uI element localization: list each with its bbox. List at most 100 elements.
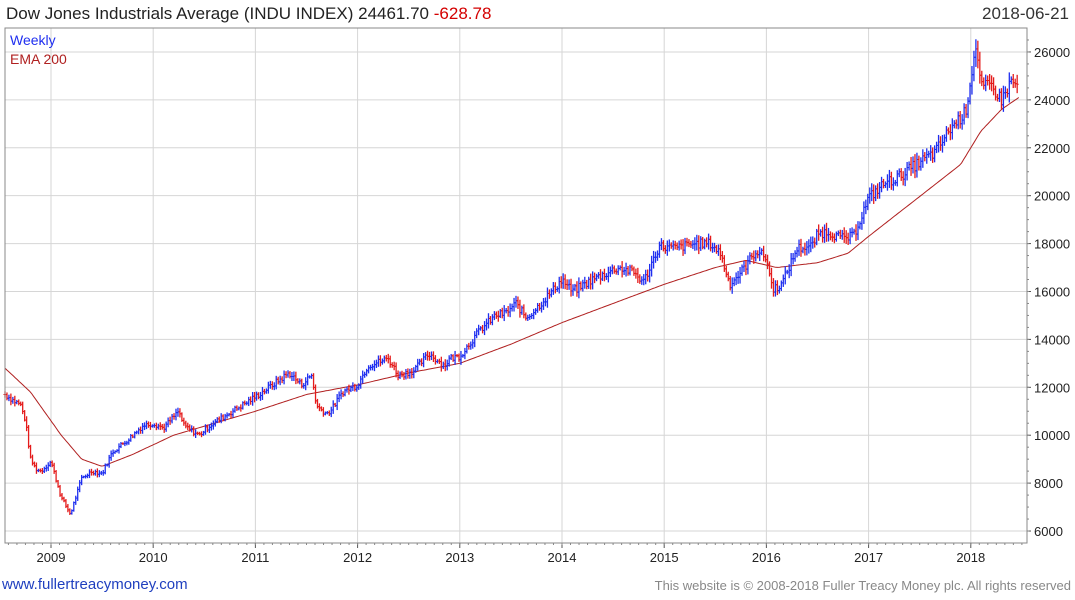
weekly-bar (976, 40, 980, 69)
y-tick-label: 14000 (1034, 332, 1070, 347)
weekly-bar (15, 399, 19, 405)
weekly-bar (954, 119, 958, 129)
chart-title: Dow Jones Industrials Average (INDU INDE… (6, 4, 491, 24)
weekly-bar (858, 221, 862, 230)
weekly-bar (632, 266, 636, 276)
weekly-bar (754, 250, 758, 262)
weekly-bar (689, 240, 693, 248)
weekly-bar (107, 454, 111, 468)
weekly-bar (891, 177, 895, 191)
weekly-bar (695, 234, 699, 251)
weekly-bar (783, 266, 787, 285)
ohlc-bar-layer (3, 39, 1019, 515)
website-link[interactable]: www.fullertreacymoney.com (2, 576, 188, 593)
y-tick-label: 8000 (1034, 476, 1063, 491)
weekly-bar (469, 341, 473, 350)
weekly-bar (946, 127, 950, 135)
weekly-bar (697, 235, 701, 255)
weekly-bar (677, 240, 681, 251)
weekly-bar (956, 111, 960, 130)
weekly-bar (872, 184, 876, 204)
weekly-bar (294, 371, 298, 385)
weekly-bar (988, 73, 992, 90)
weekly-bar (978, 51, 982, 84)
ema-layer (4, 97, 1020, 467)
weekly-bar (880, 176, 884, 193)
weekly-bar (648, 263, 652, 283)
weekly-bar (878, 182, 882, 199)
weekly-bar (909, 156, 913, 176)
weekly-bar (402, 371, 406, 380)
weekly-bar (443, 359, 447, 372)
weekly-bar (616, 265, 620, 276)
weekly-bar (887, 169, 891, 188)
weekly-bar (714, 244, 718, 254)
weekly-bar (184, 420, 188, 429)
weekly-bar (321, 407, 325, 417)
weekly-bar (296, 378, 300, 384)
x-tick-label: 2010 (139, 550, 168, 565)
weekly-bar (52, 462, 56, 474)
weekly-bar (571, 284, 575, 296)
legend-ema-200: EMA 200 (10, 51, 67, 67)
weekly-bar (113, 450, 117, 454)
weekly-bar (337, 391, 341, 403)
weekly-bar (547, 289, 551, 299)
weekly-bar (376, 355, 380, 367)
weekly-bar (608, 266, 612, 278)
weekly-bar (907, 161, 911, 171)
x-tick-label: 2015 (650, 550, 679, 565)
weekly-bar (365, 368, 369, 377)
weekly-bar (335, 394, 339, 411)
weekly-bar (793, 250, 797, 262)
weekly-bar (516, 296, 520, 309)
weekly-bar (154, 422, 158, 431)
weekly-bar (1011, 73, 1015, 89)
weekly-bar (514, 295, 518, 308)
weekly-bar (911, 156, 915, 174)
weekly-bar (288, 371, 292, 379)
weekly-bar (1009, 76, 1013, 85)
weekly-bar (394, 362, 398, 378)
weekly-bar (431, 351, 435, 362)
weekly-bar (233, 405, 237, 413)
weekly-bar (178, 408, 182, 418)
weekly-bar (207, 424, 211, 434)
weekly-bar (382, 355, 386, 364)
weekly-bar (95, 468, 99, 478)
weekly-bar (463, 347, 467, 360)
weekly-bar (530, 313, 534, 319)
weekly-bar (211, 420, 215, 430)
x-tick-label: 2009 (37, 550, 66, 565)
weekly-bar (31, 454, 35, 466)
weekly-bar (724, 265, 728, 278)
weekly-bar (310, 373, 314, 379)
weekly-bar (380, 358, 384, 365)
weekly-bar (378, 355, 382, 367)
weekly-bar (319, 406, 323, 412)
weekly-bar (840, 229, 844, 240)
weekly-bar (720, 251, 724, 263)
weekly-bar (638, 274, 642, 284)
weekly-bar (903, 167, 907, 187)
weekly-bar (823, 224, 827, 243)
weekly-bar (876, 183, 880, 199)
y-tick-label: 16000 (1034, 284, 1070, 299)
chart-title-text: Dow Jones Industrials Average (INDU INDE… (6, 4, 354, 23)
weekly-bar (390, 362, 394, 368)
weekly-bar (980, 70, 984, 87)
weekly-bar (536, 302, 540, 313)
weekly-bar (982, 77, 986, 90)
weekly-bar (109, 450, 113, 461)
weekly-bar (97, 470, 101, 478)
weekly-bar (17, 399, 21, 406)
weekly-bar (304, 377, 308, 391)
weekly-bar (779, 280, 783, 292)
weekly-bar (329, 406, 333, 418)
weekly-bar (821, 226, 825, 243)
weekly-bar (825, 222, 829, 242)
weekly-bar (231, 408, 235, 418)
weekly-bar (589, 273, 593, 290)
weekly-bar (34, 462, 38, 474)
weekly-bar (418, 358, 422, 366)
